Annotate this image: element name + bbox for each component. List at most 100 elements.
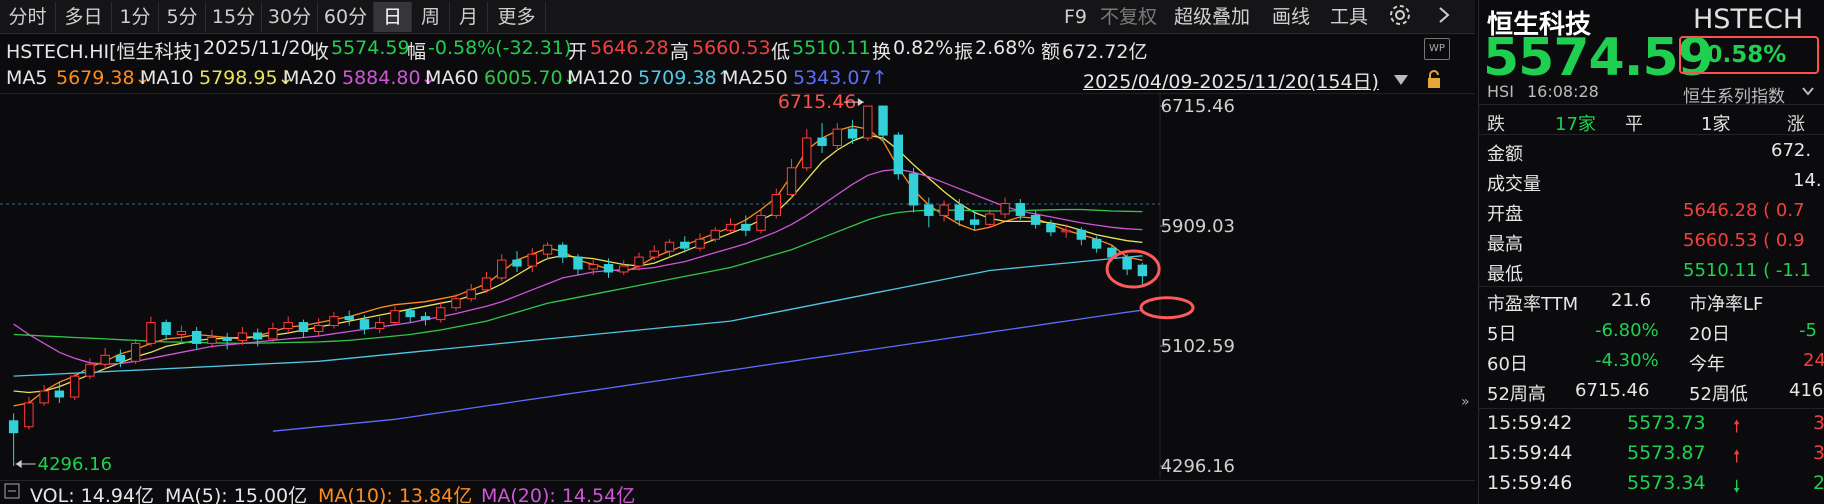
tab-60min[interactable]: 60分	[318, 2, 374, 32]
candle-body	[222, 336, 232, 341]
d20-value: -5	[1799, 320, 1817, 341]
turnover-value: 0.82%	[893, 37, 954, 59]
d5-label: 5日	[1487, 324, 1517, 345]
tab-30min[interactable]: 30分	[262, 2, 318, 32]
candle-body	[420, 316, 431, 321]
min-pointer-arrow	[15, 460, 22, 469]
ma120-value: 5709.38↑	[638, 67, 733, 89]
candle-body	[847, 128, 858, 139]
index-short-code: HSTECH	[1693, 4, 1804, 35]
tools-button[interactable]: 工具	[1330, 6, 1369, 28]
max-pointer-arrow	[857, 98, 864, 107]
fall-label: 跌	[1487, 114, 1505, 135]
ma120-label: MA120	[567, 67, 633, 89]
change-label: 幅	[407, 41, 427, 63]
candlestick-chart[interactable]: 6715.46 5909.03 5102.59 4296.16 6715.46 4296.…	[0, 94, 1475, 478]
candle-body	[725, 223, 736, 231]
tab-daily[interactable]: 日	[374, 2, 412, 32]
candle-body	[481, 277, 492, 291]
dropdown-triangle-icon[interactable]	[1393, 70, 1409, 92]
candle-body	[664, 241, 675, 252]
flat-count: 1家	[1701, 114, 1731, 135]
tick-price: 5573.73	[1627, 412, 1706, 434]
candle-body	[268, 328, 278, 340]
candle-body	[100, 354, 110, 365]
tick-time: 15:59:42	[1487, 412, 1573, 434]
open-row-label: 开盘	[1487, 204, 1523, 225]
tab-more[interactable]: 更多	[488, 2, 546, 32]
candle-body	[405, 310, 415, 318]
chevron-down-icon[interactable]	[1801, 83, 1815, 103]
amplitude-value: 2.68%	[975, 37, 1036, 59]
chevron-right-icon[interactable]	[1434, 3, 1454, 33]
change-value: -0.58%(-32.31)	[428, 37, 572, 59]
quote-info-row: HSTECH.HI[恒生科技] 2025/11/20 收 5574.59 幅 -…	[0, 34, 1475, 64]
candle-body	[542, 244, 553, 255]
ma-legend-row: MA5 5679.38↓ MA10 5798.95↓ MA20 5884.80↓…	[0, 64, 1475, 94]
tick-volume: 3	[1813, 412, 1824, 434]
tab-multi-day[interactable]: 多日	[56, 2, 112, 32]
hi52-value: 6715.46	[1575, 380, 1650, 401]
tab-5min[interactable]: 5分	[159, 2, 206, 32]
candle-body	[1122, 256, 1132, 270]
candle-body	[466, 289, 476, 300]
gear-icon[interactable]	[1388, 3, 1412, 33]
quote-date: 2025/11/20	[203, 37, 313, 59]
wp-icon[interactable]: WP	[1424, 38, 1450, 60]
tab-monthly[interactable]: 月	[450, 2, 488, 32]
tab-intraday[interactable]: 分时	[0, 2, 56, 32]
close-value: 5574.59	[331, 37, 410, 59]
low-label: 低	[771, 41, 791, 63]
tab-15min[interactable]: 15分	[206, 2, 262, 32]
min-price-label: 4296.16	[38, 454, 112, 475]
candle-body	[786, 167, 797, 196]
change-pct-highlight	[1679, 36, 1819, 74]
hi52-label: 52周高	[1487, 384, 1546, 405]
ytd-label: 今年	[1689, 354, 1725, 375]
candle-body	[1046, 223, 1056, 233]
lo52-value: 416	[1789, 380, 1824, 401]
ma20-label: MA20	[283, 67, 337, 89]
candle-body	[1000, 203, 1010, 215]
ma-line-ma250	[272, 309, 1143, 432]
tab-weekly[interactable]: 周	[412, 2, 450, 32]
candle-body	[649, 250, 659, 258]
candle-body	[130, 342, 141, 362]
candle-body	[54, 390, 65, 398]
down-arrow-icon: 🠗	[1733, 477, 1741, 497]
tick-volume: 2	[1813, 472, 1824, 494]
lock-icon[interactable]	[1425, 69, 1443, 94]
candle-body	[832, 128, 843, 147]
super-overlay-button[interactable]: 超级叠加	[1174, 6, 1251, 28]
no-adjust-button[interactable]: 不复权	[1100, 6, 1158, 28]
date-range[interactable]: 2025/04/09-2025/11/20(154日)	[1083, 71, 1379, 93]
candle-body	[634, 256, 644, 267]
close-label: 收	[310, 41, 330, 63]
ma-line-ma60	[13, 208, 1143, 345]
ma10-label: MA10	[140, 67, 194, 89]
candle-body	[146, 322, 156, 344]
candle-body	[771, 194, 781, 216]
pe-value: 21.6	[1611, 290, 1652, 311]
candle-body	[954, 204, 965, 221]
tab-1min[interactable]: 1分	[112, 2, 159, 32]
candle-body	[252, 332, 263, 340]
open-label: 开	[568, 41, 588, 63]
candle-body	[313, 325, 324, 333]
high-value: 5660.53	[692, 37, 771, 59]
highlight-ellipse	[1139, 296, 1195, 320]
draw-line-button[interactable]: 画线	[1272, 6, 1311, 28]
expand-panel-icon[interactable]: »	[1461, 394, 1470, 410]
quote-side-panel: 恒生科技 HSTECH 5574.59 -0.58% HSI 16:08:28 …	[1478, 0, 1824, 504]
amount-value: 672.72亿	[1062, 41, 1148, 63]
candle-body	[344, 316, 354, 321]
volume-toggle-icon[interactable]	[4, 482, 20, 504]
ma5-value: 5679.38↓	[56, 67, 151, 89]
up-arrow-icon: 🠕	[1733, 447, 1741, 467]
candle-body	[85, 363, 95, 377]
f9-button[interactable]: F9	[1064, 6, 1088, 28]
up-arrow-icon: 🠕	[1733, 417, 1741, 437]
candle-body	[283, 322, 293, 330]
vol-ma10: MA(10): 13.84亿	[318, 485, 473, 504]
